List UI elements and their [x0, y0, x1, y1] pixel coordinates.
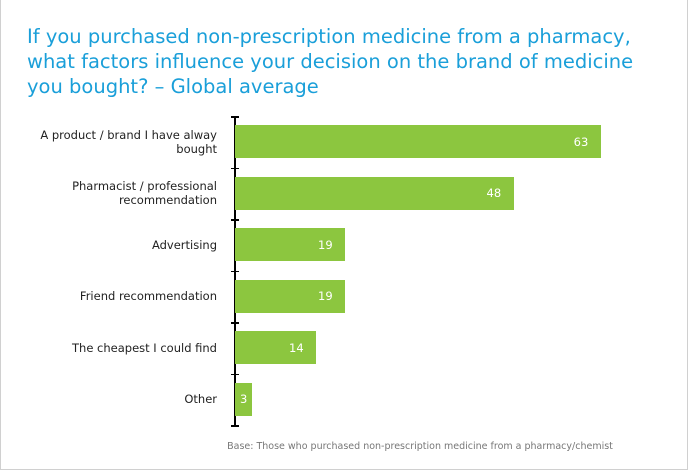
axis-tick — [231, 373, 239, 375]
bar — [235, 228, 346, 262]
axis-tick — [231, 425, 239, 427]
bar — [235, 382, 253, 416]
axis-tick — [231, 270, 239, 272]
category-label: Pharmacist / professional recommendation — [72, 179, 217, 208]
category-label: Other — [184, 392, 217, 407]
category-label: Friend recommendation — [79, 289, 217, 304]
axis-tick — [231, 322, 239, 324]
category-label: The cheapest I could find — [72, 340, 217, 355]
axis-tick — [231, 167, 239, 169]
value-label: 48 — [486, 186, 502, 201]
category-label: A product / brand I have alway bought — [40, 127, 217, 156]
value-label: 14 — [289, 340, 304, 355]
chart-title: If you purchased non-prescription medici… — [27, 25, 634, 98]
base-note: Base: Those who purchased non-prescripti… — [227, 441, 613, 452]
value-label: 19 — [318, 289, 333, 304]
value-label: 19 — [318, 237, 333, 252]
bar — [235, 331, 317, 365]
bar — [235, 176, 514, 210]
bar — [235, 125, 601, 159]
bar — [235, 279, 346, 313]
value-label: 3 — [240, 392, 248, 407]
axis-tick — [231, 219, 239, 221]
category-label: Advertising — [151, 237, 217, 252]
axis-tick — [231, 116, 239, 118]
value-label: 63 — [573, 134, 589, 149]
